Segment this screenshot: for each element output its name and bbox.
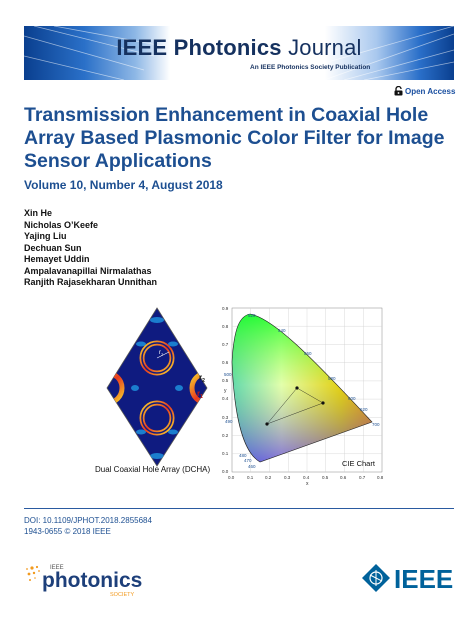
doi-link[interactable]: DOI: 10.1109/JPHOT.2018.2855684 bbox=[24, 516, 152, 525]
y-tick-label: 0.5 bbox=[222, 378, 229, 383]
y-tick-label: 0.4 bbox=[222, 396, 229, 401]
y-tick-label: 0.7 bbox=[222, 342, 229, 347]
wavelength-label: 620 bbox=[360, 407, 368, 412]
banner-streaks-graphic bbox=[24, 26, 454, 80]
x-tick-label: 0.5 bbox=[322, 475, 329, 480]
rhombus-unit-cell bbox=[106, 307, 208, 467]
r2-label: r2 bbox=[199, 373, 205, 384]
author-list: Xin He Nicholas O’Keefe Yajing Liu Dechu… bbox=[24, 208, 157, 289]
journal-title: IEEE Photonics Journal bbox=[24, 35, 454, 61]
x-axis-label: x bbox=[306, 481, 309, 486]
journal-banner: IEEE Photonics Journal An IEEE Photonics… bbox=[24, 26, 454, 80]
wavelength-label: 480 bbox=[239, 453, 247, 458]
photonics-society-logo: IEEE photonics SOCIETY bbox=[26, 565, 142, 598]
center-r1-label: r1 bbox=[159, 350, 164, 357]
data-point bbox=[265, 422, 269, 426]
x-tick-label: 0.0 bbox=[228, 475, 235, 480]
journal-title-bold: IEEE Photonics bbox=[116, 35, 282, 60]
x-tick-label: 0.1 bbox=[247, 475, 254, 480]
wavelength-label: 600 bbox=[348, 396, 356, 401]
open-access-badge[interactable]: Open Access bbox=[394, 86, 455, 96]
society-main-text: photonics bbox=[42, 569, 142, 592]
author-name: Hemayet Uddin bbox=[24, 254, 90, 264]
x-tick-label: 0.8 bbox=[377, 475, 384, 480]
wavelength-label: 520 bbox=[248, 313, 256, 318]
x-tick-label: 0.4 bbox=[303, 475, 310, 480]
data-point bbox=[295, 386, 299, 390]
society-bottom-text: SOCIETY bbox=[110, 592, 134, 598]
wavelength-label: 460 bbox=[248, 464, 256, 469]
wavelength-label: 540 bbox=[278, 328, 286, 333]
wavelength-label: 580 bbox=[328, 376, 336, 381]
x-tick-label: 0.7 bbox=[359, 475, 366, 480]
paper-title: Transmission Enhancement in Coaxial Hole… bbox=[24, 104, 445, 172]
color-gamut-triangle bbox=[266, 387, 324, 425]
y-tick-label: 0.2 bbox=[222, 433, 229, 438]
author-name: Dechuan Sun bbox=[24, 242, 82, 253]
open-lock-icon bbox=[394, 86, 403, 96]
y-tick-label: 0.8 bbox=[222, 324, 229, 329]
cie-chart: 520 540 560 580 600 620 700 500 490 480 … bbox=[222, 306, 384, 486]
wavelength-label: 490 bbox=[225, 419, 233, 424]
issn-text: 1943-0655 © 2018 IEEE bbox=[24, 527, 111, 536]
wavelength-label: 560 bbox=[304, 351, 312, 356]
x-tick-label: 0.6 bbox=[340, 475, 347, 480]
ieee-logo: IEEE bbox=[362, 564, 453, 594]
x-tick-label: 0.2 bbox=[265, 475, 272, 480]
x-tick-label: 0.3 bbox=[284, 475, 291, 480]
y-tick-label: 0.1 bbox=[222, 451, 229, 456]
cie-chart-label: CIE Chart bbox=[342, 459, 376, 468]
y-axis-label: y bbox=[224, 388, 227, 394]
paper-volume: Volume 10, Number 4, August 2018 bbox=[24, 178, 223, 192]
y-tick-label: 0.3 bbox=[222, 415, 229, 420]
wavelength-label: 500 bbox=[224, 372, 232, 377]
society-top-text: IEEE bbox=[50, 565, 64, 571]
y-tick-label: 0.6 bbox=[222, 360, 229, 365]
author-name: Yajing Liu bbox=[24, 231, 67, 241]
author-name: Ranjith Rajasekharan Unnithan bbox=[24, 277, 158, 287]
r1-label: r1 bbox=[197, 389, 203, 400]
y-tick-label: 0.9 bbox=[222, 306, 229, 311]
author-name: Ampalavanapillai Nirmalathas bbox=[24, 265, 152, 276]
wavelength-label: 470 bbox=[244, 458, 252, 463]
journal-title-light: Journal bbox=[288, 35, 362, 60]
open-access-label: Open Access bbox=[405, 86, 456, 96]
doi-block: DOI: 10.1109/JPHOT.2018.2855684 1943-065… bbox=[24, 515, 152, 537]
wavelength-label: 700 bbox=[372, 422, 380, 427]
dcha-caption: Dual Coaxial Hole Array (DCHA) bbox=[95, 465, 211, 474]
data-point bbox=[321, 401, 325, 405]
dcha-figure: r1 r2 r1 bbox=[106, 307, 208, 467]
ieee-wordmark: IEEE bbox=[394, 564, 453, 594]
author-name: Nicholas O’Keefe bbox=[24, 219, 99, 230]
author-name: Xin He bbox=[24, 208, 53, 218]
journal-subtitle: An IEEE Photonics Society Publication bbox=[250, 64, 371, 71]
footer-divider bbox=[24, 508, 454, 509]
y-tick-label: 0.0 bbox=[222, 469, 229, 474]
